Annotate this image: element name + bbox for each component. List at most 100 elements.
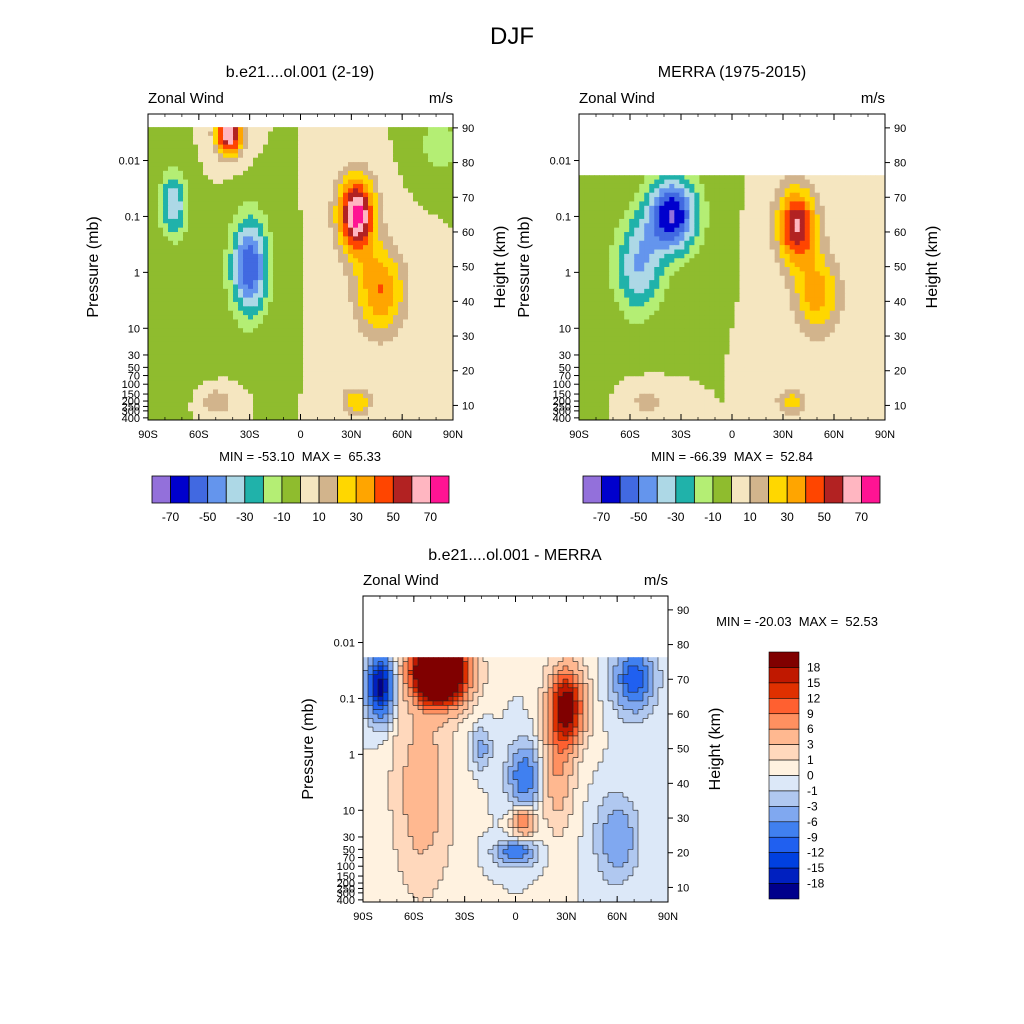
field-cell xyxy=(178,162,184,168)
field-cell xyxy=(443,127,449,133)
field-cell xyxy=(864,201,871,207)
field-cell xyxy=(183,301,189,307)
field-cell xyxy=(243,192,249,198)
field-cell xyxy=(393,227,399,233)
field-cell xyxy=(589,201,595,207)
field-cell xyxy=(233,389,239,395)
field-cell xyxy=(433,297,439,303)
field-cell xyxy=(168,153,174,159)
field-cell xyxy=(208,175,214,181)
field-cell xyxy=(819,197,826,203)
field-cell xyxy=(273,306,279,312)
field-cell xyxy=(263,350,269,356)
field-cell xyxy=(198,223,204,229)
field-cell xyxy=(413,188,419,194)
field-cell xyxy=(333,148,339,154)
field-cell xyxy=(318,179,324,185)
field-cell xyxy=(173,205,179,211)
field-cell xyxy=(233,358,239,364)
field-cell xyxy=(168,249,174,255)
field-cell xyxy=(764,205,771,211)
field-cell xyxy=(228,319,234,325)
field-cell xyxy=(268,157,274,163)
field-cell xyxy=(393,162,399,168)
field-cell xyxy=(844,188,851,194)
field-cell xyxy=(248,345,254,351)
field-cell xyxy=(243,249,249,255)
field-cell xyxy=(188,310,194,316)
field-cell xyxy=(183,275,189,281)
field-cell xyxy=(418,205,424,211)
field-cell xyxy=(343,315,349,321)
field-cell xyxy=(423,267,429,272)
field-cell xyxy=(183,323,189,329)
field-cell xyxy=(263,240,269,246)
field-cell xyxy=(413,288,419,294)
y-tick-label: 250 xyxy=(122,401,140,413)
field-cell xyxy=(373,262,379,268)
field-cell xyxy=(163,188,169,194)
field-cell xyxy=(769,179,776,185)
field-cell xyxy=(168,389,174,395)
field-cell xyxy=(328,310,334,316)
field-cell xyxy=(433,153,439,159)
contour-field xyxy=(148,127,453,420)
field-cell xyxy=(724,175,731,181)
field-cell xyxy=(298,306,304,312)
field-cell xyxy=(804,175,811,181)
field-cell xyxy=(218,127,224,133)
field-cell xyxy=(689,175,695,181)
field-cell xyxy=(398,201,404,207)
field-cell xyxy=(719,210,726,216)
field-cell xyxy=(153,415,159,420)
field-cell xyxy=(448,310,453,316)
field-cell xyxy=(368,350,374,356)
field-cell xyxy=(408,402,414,408)
field-cell xyxy=(303,293,309,299)
field-cell xyxy=(258,301,264,307)
field-cell xyxy=(178,367,184,373)
field-cell xyxy=(243,301,249,307)
field-cell xyxy=(198,297,204,303)
field-cell xyxy=(864,175,871,181)
field-cell xyxy=(298,332,304,338)
field-cell xyxy=(208,135,214,141)
field-cell xyxy=(408,188,414,194)
field-cell xyxy=(649,223,655,229)
field-cell xyxy=(323,402,329,408)
field-cell xyxy=(373,179,379,185)
field-cell xyxy=(248,127,254,133)
field-cell xyxy=(243,310,249,316)
field-cell xyxy=(218,258,224,264)
field-cell xyxy=(779,175,786,181)
field-cell xyxy=(403,415,409,420)
field-cell xyxy=(193,393,199,399)
field-cell xyxy=(168,402,174,408)
field-cell xyxy=(378,170,384,176)
field-cell xyxy=(198,406,204,412)
field-cell xyxy=(834,205,841,211)
field-cell xyxy=(338,402,344,408)
field-cell xyxy=(258,323,264,329)
field-cell xyxy=(428,332,434,338)
field-cell xyxy=(403,341,409,347)
field-cell xyxy=(403,280,409,286)
field-cell xyxy=(263,179,269,185)
field-cell xyxy=(213,188,219,194)
field-cell xyxy=(719,201,726,207)
field-cell xyxy=(378,223,384,229)
field-cell xyxy=(619,205,625,211)
field-cell xyxy=(729,192,736,198)
field-cell xyxy=(328,223,334,229)
field-cell xyxy=(303,144,309,150)
field-cell xyxy=(373,354,379,360)
field-cell xyxy=(654,188,660,194)
field-cell xyxy=(243,328,249,334)
field-cell xyxy=(333,162,339,168)
field-cell xyxy=(689,188,695,194)
field-cell xyxy=(163,380,169,386)
field-cell xyxy=(148,358,154,364)
field-cell xyxy=(168,301,174,307)
field-cell xyxy=(639,205,645,211)
field-cell xyxy=(378,341,384,347)
